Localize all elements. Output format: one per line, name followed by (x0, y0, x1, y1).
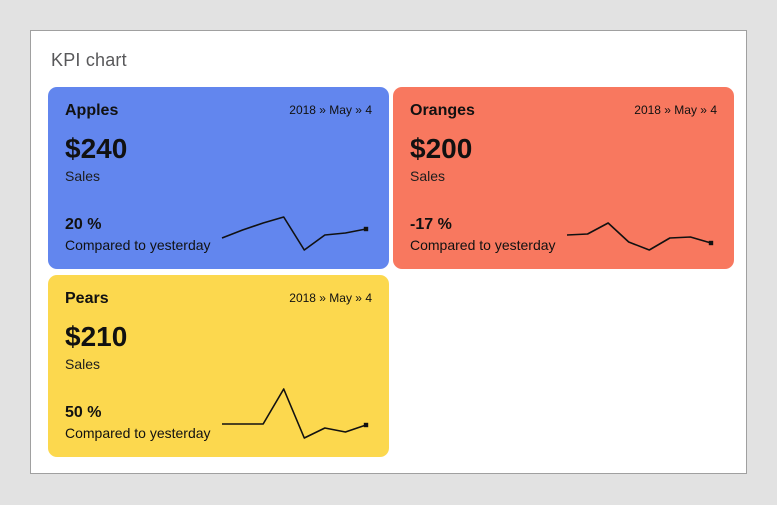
kpi-card-pears[interactable]: Pears 2018 » May » 4 $210 Sales 50 % Com… (48, 275, 389, 457)
card-title: Apples (65, 102, 119, 119)
sparkline-chart[interactable] (220, 196, 372, 254)
card-header: Oranges 2018 » May » 4 (410, 101, 717, 121)
kpi-value-label: Sales (65, 168, 101, 184)
date-breadcrumb[interactable]: 2018 » May » 4 (634, 103, 717, 117)
card-title: Oranges (410, 102, 475, 119)
kpi-card-apples[interactable]: Apples 2018 » May » 4 $240 Sales 20 % Co… (48, 87, 389, 269)
card-footer: 50 % Compared to yesterday (65, 384, 372, 442)
sparkline-chart[interactable] (565, 196, 717, 254)
kpi-card-oranges[interactable]: Oranges 2018 » May » 4 $200 Sales -17 % … (393, 87, 734, 269)
kpi-value: $200 (410, 133, 473, 164)
card-header: Apples 2018 » May » 4 (65, 101, 372, 121)
change-caption: Compared to yesterday (65, 237, 211, 253)
kpi-value-label: Sales (410, 168, 446, 184)
kpi-cards-grid: Apples 2018 » May » 4 $240 Sales 20 % Co… (48, 87, 746, 457)
date-breadcrumb[interactable]: 2018 » May » 4 (289, 103, 372, 117)
change-percent: -17 % (410, 216, 452, 233)
change-block: 20 % Compared to yesterday (65, 215, 211, 254)
card-footer: -17 % Compared to yesterday (410, 196, 717, 254)
change-percent: 50 % (65, 404, 102, 421)
change-percent: 20 % (65, 216, 102, 233)
card-footer: 20 % Compared to yesterday (65, 196, 372, 254)
kpi-panel: KPI chart Apples 2018 » May » 4 $240 Sal… (30, 30, 747, 474)
kpi-value: $240 (65, 133, 128, 164)
change-block: 50 % Compared to yesterday (65, 403, 211, 442)
kpi-value-label: Sales (65, 356, 101, 372)
change-block: -17 % Compared to yesterday (410, 215, 556, 254)
card-title: Pears (65, 290, 109, 307)
sparkline-chart[interactable] (220, 384, 372, 442)
card-header: Pears 2018 » May » 4 (65, 289, 372, 309)
change-caption: Compared to yesterday (65, 425, 211, 441)
panel-title: KPI chart (51, 50, 127, 70)
date-breadcrumb[interactable]: 2018 » May » 4 (289, 291, 372, 305)
kpi-value: $210 (65, 321, 128, 352)
change-caption: Compared to yesterday (410, 237, 556, 253)
